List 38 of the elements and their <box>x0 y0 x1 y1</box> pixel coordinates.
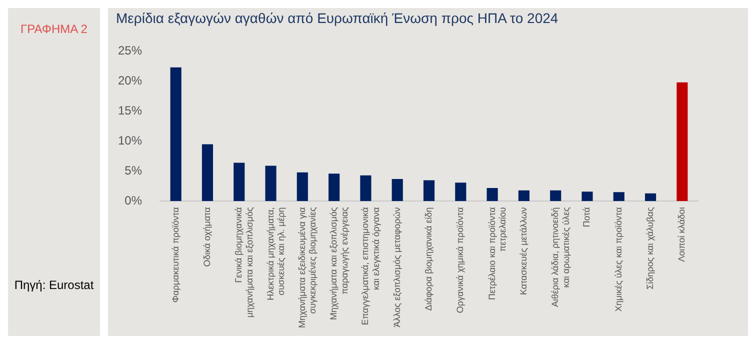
x-tick-label: Οδικά οχήματα <box>202 207 212 267</box>
x-tick-label: Πετρέλαιο και προϊόντα πετρελαίου <box>486 207 508 300</box>
bar <box>202 144 214 202</box>
bar <box>550 190 562 202</box>
x-tick-label: Κατασκευές μετάλλων <box>518 206 528 295</box>
x-tick-label: Ποτά <box>582 207 592 228</box>
bar <box>676 82 688 202</box>
bar <box>360 175 372 202</box>
x-tick-label: Οργανικά χημικά προϊόντα <box>455 207 466 314</box>
bar <box>518 190 530 202</box>
x-tick-label: Χημικές ύλες και προϊόντα <box>613 207 624 312</box>
x-tick-label: Σίδηρος και χάλυβας <box>645 206 656 290</box>
bar <box>582 192 593 202</box>
text: ΓΡΑΦΗΜΑ 2 <box>20 22 88 36</box>
y-tick-label: 10% <box>118 134 142 148</box>
y-tick-label: 0% <box>124 194 142 208</box>
bar <box>455 182 466 202</box>
y-tick-label: 15% <box>118 104 142 118</box>
text: Πηγή: Eurostat <box>13 278 95 292</box>
bar <box>170 67 182 202</box>
x-tick-label: Φαρμακευτικά προϊόντα <box>170 207 180 303</box>
bar <box>265 166 276 202</box>
y-tick-label: 5% <box>124 164 142 178</box>
y-tick-label: 20% <box>118 74 142 88</box>
x-tick-label: Γενικά βιομηχανικά μηχανήματα και εξοπλισμός <box>234 206 254 318</box>
bar <box>234 162 245 202</box>
bar <box>392 178 403 202</box>
x-tick-label: Άλλος εξοπλισμός μεταφορών <box>392 206 402 328</box>
x-tick-label: Λοιποί κλάδοι <box>676 207 687 262</box>
bar <box>328 174 340 202</box>
y-tick-label: 25% <box>118 44 142 58</box>
bar <box>486 188 498 202</box>
bar <box>423 180 435 202</box>
bar <box>644 193 656 202</box>
bar <box>296 172 308 202</box>
bar <box>613 192 624 202</box>
chart-title: Μερίδια εξαγωγών αγαθών από Ευρωπαϊκή Ένωση προς ΗΠΑ το 2024 <box>116 10 558 26</box>
x-tick-label: Διάφορα βιομηχανικά είδη <box>423 207 434 311</box>
